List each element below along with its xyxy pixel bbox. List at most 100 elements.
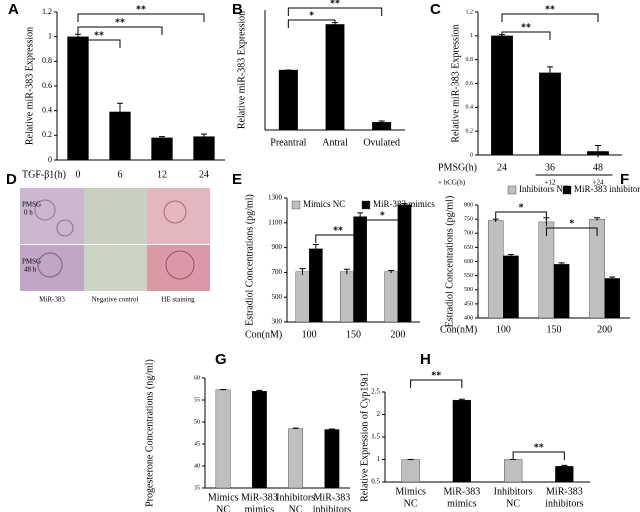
column-label: MiR-383 — [39, 296, 65, 304]
y-axis-label: Estradiol Concentrations (pg/ml) — [244, 194, 255, 326]
row-label: 48 h — [24, 266, 37, 274]
bar — [384, 271, 398, 323]
significance-bracket — [287, 19, 336, 28]
legend-swatch — [291, 200, 301, 210]
x-tick-label: NC — [289, 504, 303, 512]
error-bar — [343, 268, 350, 275]
y-tick-label: 0.5 — [371, 478, 380, 486]
x-axis-label: TGF-β1(h) — [22, 169, 66, 180]
bar — [325, 24, 345, 131]
x-tick-label: 200 — [390, 329, 405, 340]
bar — [324, 429, 340, 489]
legend-label: MiR-383 inhibitors — [574, 184, 640, 194]
error-bar — [595, 144, 601, 158]
x-tick-label: 200 — [597, 324, 612, 335]
error-bar — [299, 268, 306, 275]
x-tick-label: 12 — [157, 169, 167, 180]
x-tick-label: NC — [404, 498, 418, 509]
y-tick-label: 50 — [194, 419, 200, 425]
y-tick-label: 0.8 — [466, 57, 474, 63]
significance-label: ** — [534, 442, 544, 453]
y-axis-label: Estradiol Concentrations (pg/ml) — [444, 196, 455, 328]
y-tick-label: 45 — [194, 441, 200, 447]
column-label: HE staining — [161, 296, 195, 304]
y-tick-label: 1300 — [268, 194, 283, 202]
x-tick-label: 36 — [545, 162, 555, 173]
y-tick-label: 1 — [48, 31, 52, 40]
x-tick-label: Mimics — [395, 486, 426, 497]
x-tick-label: mimics — [447, 498, 477, 509]
x-tick-label: MiR-383 — [546, 486, 583, 497]
y-tick-label: 2 — [377, 410, 381, 418]
significance-label: * — [309, 10, 314, 21]
panel-letter: F — [620, 171, 629, 188]
follicle — [56, 219, 74, 237]
x-tick-label: MiR-383 — [314, 492, 351, 503]
error-bar — [558, 262, 565, 266]
bar — [193, 136, 215, 161]
error-bar — [159, 136, 165, 140]
y-tick-label: 500 — [464, 287, 473, 293]
x-sub-label: +24 — [593, 179, 604, 187]
error-bar — [256, 389, 263, 393]
x-axis-label: PMSG(h) — [438, 162, 477, 173]
follicle — [165, 250, 195, 280]
y-tick-label: 900 — [272, 243, 283, 251]
significance-label: ** — [94, 30, 104, 41]
x-tick-label: Antral — [322, 137, 348, 148]
significance-label: * — [569, 218, 574, 229]
significance-bracket — [77, 13, 205, 22]
bar — [503, 255, 519, 319]
legend-label: Mimics NC — [303, 199, 345, 209]
y-axis-label: Relative Expression of Cyp19a1 — [359, 372, 370, 502]
x-tick-label: Inhibitors — [276, 492, 315, 503]
y-tick-label: 1.5 — [371, 433, 380, 441]
error-bar — [547, 66, 553, 79]
image-cell — [84, 188, 147, 244]
y-tick-label: 0.8 — [42, 56, 52, 65]
significance-label: ** — [136, 4, 146, 15]
significance-bracket — [77, 26, 163, 35]
y-tick-label: 700 — [464, 231, 473, 237]
bar — [487, 220, 504, 319]
x-tick-label: Mimics — [208, 492, 239, 503]
x-axis-label: + hCG(h) — [438, 179, 466, 187]
follicle — [34, 199, 56, 221]
significance-label: * — [519, 202, 524, 213]
legend-swatch — [507, 185, 517, 195]
x-tick-label: Inhibitors — [494, 486, 533, 497]
image-cell — [84, 245, 147, 291]
row-label: PMSG — [22, 258, 41, 266]
significance-label: ** — [521, 22, 531, 33]
bar — [215, 389, 231, 489]
y-tick-label: 35 — [194, 485, 200, 491]
x-tick-label: 24 — [199, 169, 209, 180]
panel-letter: E — [232, 171, 242, 188]
y-tick-label: 750 — [464, 217, 473, 223]
error-bar — [312, 244, 319, 254]
y-tick-label: 60 — [194, 375, 200, 381]
bar — [278, 69, 298, 131]
y-tick-label: 400 — [464, 315, 473, 321]
x-tick-label: inhibitors — [545, 498, 583, 509]
image-cell — [147, 188, 210, 244]
significance-bracket — [410, 379, 463, 388]
image-cell — [147, 245, 210, 291]
y-axis-label: Relative miR-383 Expression — [450, 24, 461, 142]
y-tick-label: 800 — [464, 202, 473, 208]
x-tick-label: inhibitors — [313, 504, 351, 512]
significance-label: ** — [545, 4, 555, 15]
x-tick-label: 24 — [497, 162, 507, 173]
bar — [491, 35, 513, 156]
y-tick-label: 550 — [464, 273, 473, 279]
y-tick-label: 300 — [272, 318, 283, 326]
bar — [553, 264, 570, 319]
y-tick-label: 450 — [464, 301, 473, 307]
y-tick-label: 0.6 — [42, 81, 52, 90]
error-bar — [507, 253, 514, 258]
follicle — [37, 252, 63, 278]
significance-label: * — [380, 210, 385, 221]
legend-swatch — [562, 185, 572, 195]
bar — [452, 399, 471, 483]
x-tick-label: 48 — [593, 162, 603, 173]
